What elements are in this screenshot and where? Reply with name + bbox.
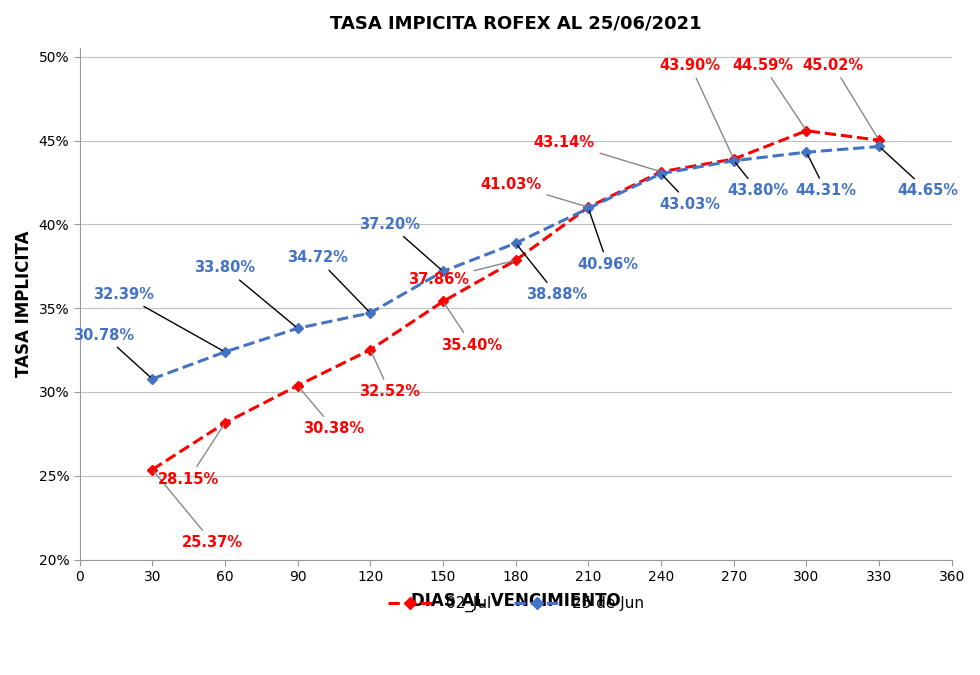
Y-axis label: TASA IMPLICITA: TASA IMPLICITA	[15, 231, 33, 377]
Text: 30.78%: 30.78%	[74, 327, 150, 377]
Text: 43.90%: 43.90%	[660, 57, 733, 157]
Text: 44.31%: 44.31%	[796, 155, 857, 198]
Text: 33.80%: 33.80%	[194, 261, 296, 327]
Text: 43.80%: 43.80%	[727, 163, 789, 198]
Text: 41.03%: 41.03%	[480, 177, 586, 207]
Text: 37.86%: 37.86%	[408, 261, 513, 287]
Text: 43.03%: 43.03%	[660, 176, 720, 212]
Title: TASA IMPICITA ROFEX AL 25/06/2021: TASA IMPICITA ROFEX AL 25/06/2021	[330, 15, 702, 33]
Text: 34.72%: 34.72%	[286, 250, 368, 311]
Text: 38.88%: 38.88%	[517, 245, 588, 302]
Text: 30.38%: 30.38%	[300, 387, 365, 436]
Text: 25.37%: 25.37%	[154, 472, 243, 550]
Text: 40.96%: 40.96%	[577, 211, 638, 272]
Text: 32.39%: 32.39%	[93, 288, 222, 350]
Legend: 02_Jul, 25 de Jun: 02_Jul, 25 de Jun	[381, 590, 650, 618]
X-axis label: DIAS AL VENCIMIENTO: DIAS AL VENCIMIENTO	[411, 593, 620, 610]
Text: 44.65%: 44.65%	[881, 148, 958, 198]
Text: 44.59%: 44.59%	[732, 57, 805, 128]
Text: 43.14%: 43.14%	[534, 135, 659, 171]
Text: 28.15%: 28.15%	[158, 425, 223, 487]
Text: 35.40%: 35.40%	[442, 304, 503, 352]
Text: 45.02%: 45.02%	[803, 57, 878, 138]
Text: 32.52%: 32.52%	[360, 352, 420, 400]
Text: 37.20%: 37.20%	[360, 217, 441, 269]
